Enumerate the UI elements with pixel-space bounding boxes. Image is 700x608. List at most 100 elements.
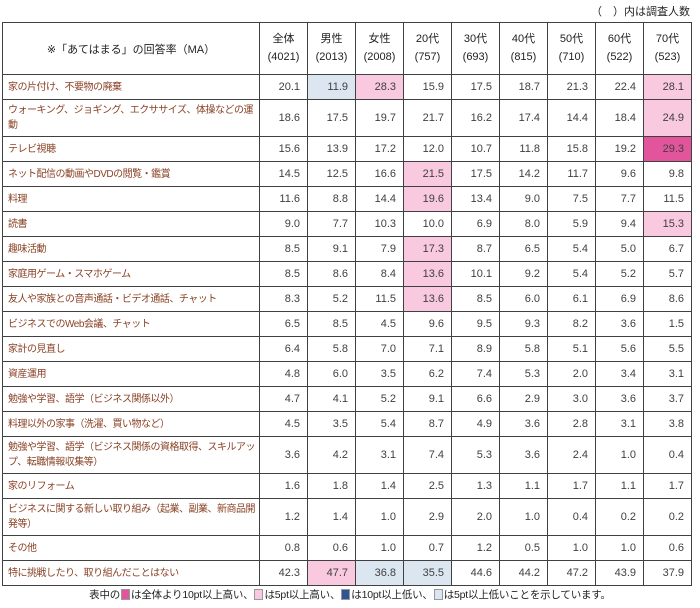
- value-cell: 36.8: [355, 560, 404, 586]
- value-cell: 1.0: [499, 498, 548, 536]
- value-cell: 8.3: [259, 286, 308, 312]
- value-cell: 18.4: [595, 99, 644, 137]
- legend-text-high10: は全体より10pt以上高い、: [131, 589, 254, 601]
- value-cell: 29.3: [643, 136, 692, 162]
- value-cell: 1.0: [355, 535, 404, 561]
- value-cell: 6.0: [307, 361, 356, 387]
- table-row: 読書 9.0 7.7 10.3 10.0 6.9 8.0 5.9 9.4 15.3: [2, 211, 692, 237]
- value-cell: 8.5: [307, 311, 356, 337]
- row-label: 資産運用: [2, 361, 260, 387]
- value-cell: 2.0: [451, 498, 500, 536]
- value-cell: 14.4: [355, 186, 404, 212]
- column-header: 40代 (815): [499, 22, 548, 75]
- value-cell: 13.4: [451, 186, 500, 212]
- value-cell: 18.6: [259, 99, 308, 137]
- value-cell: 3.6: [499, 411, 548, 437]
- table-row: 友人や家族との音声通話・ビデオ通話、チャット 8.3 5.2 11.5 13.6 8.5 6…: [2, 286, 692, 312]
- value-cell: 5.4: [355, 411, 404, 437]
- row-label: 友人や家族との音声通話・ビデオ通話、チャット: [2, 286, 260, 312]
- value-cell: 7.5: [547, 186, 596, 212]
- table-row: 家のリフォーム 1.6 1.8 1.4 2.5 1.3 1.1 1.7 1.1 1.7: [2, 473, 692, 499]
- value-cell: 1.0: [547, 535, 596, 561]
- value-cell: 4.5: [259, 411, 308, 437]
- value-cell: 1.1: [595, 473, 644, 499]
- table-row: 勉強や学習、語学（ビジネス関係以外） 4.7 4.1 5.2 9.1 6.6 2.9 3.0 3…: [2, 386, 692, 412]
- value-cell: 9.3: [499, 311, 548, 337]
- value-cell: 15.6: [259, 136, 308, 162]
- column-header: 70代 (523): [643, 22, 692, 75]
- row-label: 読書: [2, 211, 260, 237]
- value-cell: 3.6: [259, 436, 308, 474]
- table-row: 勉強や学習、語学（ビジネス関係の資格取得、スキルアップ、転職情報収集等） 3.6 4…: [2, 436, 692, 474]
- value-cell: 5.1: [547, 336, 596, 362]
- value-cell: 24.9: [643, 99, 692, 137]
- value-cell: 3.6: [595, 386, 644, 412]
- table-row: 資産運用 4.8 6.0 3.5 6.2 7.4 5.3 2.0 3.4 3.1: [2, 361, 692, 387]
- value-cell: 8.2: [547, 311, 596, 337]
- value-cell: 6.5: [499, 236, 548, 262]
- row-label: 家計の見直し: [2, 336, 260, 362]
- column-header: 男性 (2013): [307, 22, 356, 75]
- value-cell: 5.5: [643, 336, 692, 362]
- value-cell: 6.9: [451, 211, 500, 237]
- value-cell: 10.0: [403, 211, 452, 237]
- value-cell: 5.4: [547, 261, 596, 287]
- value-cell: 3.8: [643, 411, 692, 437]
- value-cell: 14.2: [499, 161, 548, 187]
- row-label: 料理: [2, 186, 260, 212]
- value-cell: 9.5: [451, 311, 500, 337]
- value-cell: 11.9: [307, 74, 356, 100]
- value-cell: 9.0: [499, 186, 548, 212]
- value-cell: 44.6: [451, 560, 500, 586]
- row-label: ウォーキング、ジョギング、エクササイズ、体操などの運動: [2, 99, 260, 137]
- value-cell: 47.2: [547, 560, 596, 586]
- value-cell: 8.7: [451, 236, 500, 262]
- table-row: 趣味活動 8.5 9.1 7.9 17.3 8.7 6.5 5.4 5.0 6.7: [2, 236, 692, 262]
- value-cell: 13.9: [307, 136, 356, 162]
- value-cell: 1.2: [259, 498, 308, 536]
- value-cell: 1.6: [259, 473, 308, 499]
- column-header: 60代 (522): [595, 22, 644, 75]
- value-cell: 7.9: [355, 236, 404, 262]
- value-cell: 17.2: [355, 136, 404, 162]
- row-label: 家庭用ゲーム・スマホゲーム: [2, 261, 260, 287]
- value-cell: 19.6: [403, 186, 452, 212]
- value-cell: 10.7: [451, 136, 500, 162]
- value-cell: 6.2: [403, 361, 452, 387]
- value-cell: 3.1: [643, 361, 692, 387]
- value-cell: 35.5: [403, 560, 452, 586]
- value-cell: 8.8: [307, 186, 356, 212]
- value-cell: 0.7: [403, 535, 452, 561]
- table-row: 家の片付け、不要物の廃棄 20.1 11.9 28.3 15.9 17.5 18.7 21.3…: [2, 74, 692, 100]
- value-cell: 17.3: [403, 236, 452, 262]
- value-cell: 10.3: [355, 211, 404, 237]
- value-cell: 5.8: [499, 336, 548, 362]
- value-cell: 6.9: [595, 286, 644, 312]
- value-cell: 1.0: [355, 498, 404, 536]
- value-cell: 14.5: [259, 161, 308, 187]
- value-cell: 8.5: [451, 286, 500, 312]
- value-cell: 3.6: [499, 436, 548, 474]
- row-label: 家の片付け、不要物の廃棄: [2, 74, 260, 100]
- legend-text-low10: は10pt以上低い、: [351, 589, 433, 601]
- value-cell: 17.5: [451, 74, 500, 100]
- value-cell: 9.1: [307, 236, 356, 262]
- table-row: その他 0.8 0.6 1.0 0.7 1.2 0.5 1.0 1.0 0.6: [2, 535, 692, 561]
- value-cell: 2.0: [547, 361, 596, 387]
- value-cell: 5.4: [547, 236, 596, 262]
- row-label: 家のリフォーム: [2, 473, 260, 499]
- legend: 表中の は全体より10pt以上高い、 は5pt以上高い、 は10pt以上低い、 は5pt…: [0, 587, 700, 602]
- value-cell: 19.7: [355, 99, 404, 137]
- value-cell: 12.0: [403, 136, 452, 162]
- value-cell: 9.8: [643, 161, 692, 187]
- value-cell: 8.5: [259, 236, 308, 262]
- table-row: ウォーキング、ジョギング、エクササイズ、体操などの運動 18.6 17.5 19.7 2…: [2, 99, 692, 137]
- table-title: ※「あてはまる」の回答率（MA）: [2, 22, 260, 75]
- column-header: 全体 (4021): [259, 22, 308, 75]
- value-cell: 7.7: [307, 211, 356, 237]
- value-cell: 5.7: [643, 261, 692, 287]
- value-cell: 4.9: [451, 411, 500, 437]
- value-cell: 28.3: [355, 74, 404, 100]
- value-cell: 0.5: [499, 535, 548, 561]
- value-cell: 9.0: [259, 211, 308, 237]
